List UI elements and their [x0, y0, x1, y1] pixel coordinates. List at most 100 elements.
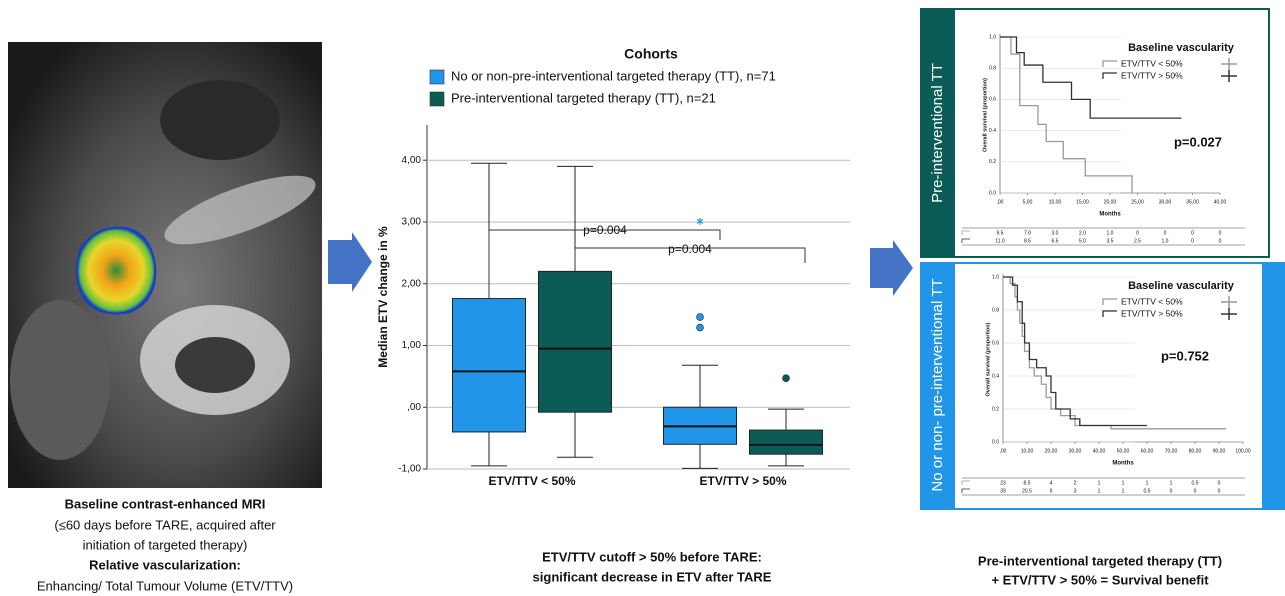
caption: + ETV/TTV > 50% = Survival benefit	[991, 572, 1209, 587]
x-tick-label: ,00	[997, 199, 1004, 205]
outlier	[697, 314, 704, 321]
risk-cell: 1.0	[1107, 230, 1114, 236]
y-tick-label: 0.4	[992, 373, 999, 379]
panel-label: Pre-interventional TT	[929, 63, 946, 203]
y-tick-label: 1.0	[992, 274, 999, 280]
caption: Enhancing/ Total Tumour Volume (ETV/TTV)	[37, 578, 293, 593]
x-tick-label: 15,00	[1076, 199, 1089, 205]
y-tick-label: 0.0	[989, 190, 996, 196]
caption: initiation of targeted therapy)	[83, 537, 248, 552]
risk-cell: 6.5	[1052, 238, 1059, 244]
legend-label: Pre-interventional targeted therapy (TT)…	[451, 90, 716, 105]
x-tick-label: 10,00	[1021, 448, 1034, 454]
x-tick-label: 30,00	[1159, 199, 1172, 205]
p-value: p=0.752	[1161, 348, 1209, 363]
legend-title: Cohorts	[624, 46, 678, 62]
risk-cell: 2	[1074, 480, 1077, 486]
extreme	[697, 218, 703, 225]
risk-cell: 3	[1074, 488, 1077, 494]
outlier	[697, 324, 704, 331]
caption: significant decrease in ETV after TARE	[533, 569, 772, 584]
x-axis-label: Months	[1112, 461, 1134, 467]
x-tick-label: 90,00	[1213, 448, 1226, 454]
x-tick-label: 5,00	[1023, 199, 1033, 205]
y-tick-label: 0.6	[989, 97, 996, 103]
x-axis-label: Months	[1099, 212, 1121, 218]
caption-left: Baseline contrast-enhanced MRI (≤60 days…	[37, 496, 293, 593]
risk-cell: 0.5	[1192, 480, 1199, 486]
caption: Relative vascularization:	[89, 557, 241, 572]
risk-cell: 0	[1219, 230, 1222, 236]
risk-cell: 0.5	[1144, 488, 1151, 494]
risk-cell: 2.5	[1134, 238, 1141, 244]
risk-cell: 1	[1170, 480, 1173, 486]
risk-cell: 0	[1191, 238, 1194, 244]
caption: Pre-interventional targeted therapy (TT)	[978, 553, 1222, 568]
y-tick-label: 1,00	[402, 340, 422, 351]
y-tick-label: 2,00	[402, 278, 422, 289]
risk-cell: 1.0	[1162, 238, 1169, 244]
risk-cell: 8.5	[1024, 480, 1031, 486]
legend-label: ETV/TTV < 50%	[1121, 296, 1183, 306]
caption-right: Pre-interventional targeted therapy (TT)…	[978, 553, 1222, 587]
caption: Baseline contrast-enhanced MRI	[65, 496, 266, 511]
risk-cell: 11.0	[995, 238, 1005, 244]
box	[453, 299, 526, 432]
legend-title: Baseline vascularity	[1128, 42, 1235, 54]
y-tick-label: 0.0	[992, 439, 999, 445]
risk-cell: 1	[1122, 480, 1125, 486]
x-tick-label: 35,00	[1186, 199, 1199, 205]
risk-cell: 4	[1050, 480, 1053, 486]
y-tick-label: 0.8	[989, 66, 996, 72]
figure: Baseline contrast-enhanced MRI (≤60 days…	[0, 0, 1285, 596]
y-tick-label: 4,00	[402, 155, 422, 166]
outlier	[783, 375, 790, 382]
risk-cell: 23	[1000, 480, 1006, 486]
risk-cell: 9.5	[997, 230, 1004, 236]
risk-cell: 20.5	[1022, 488, 1032, 494]
risk-cell: 1	[1098, 488, 1101, 494]
risk-cell: 3.5	[1107, 238, 1114, 244]
y-tick-label: 0.4	[989, 128, 996, 134]
risk-cell: 8.5	[1024, 238, 1031, 244]
y-axis-label: Overall survival (proportion)	[985, 322, 991, 396]
x-tick-label: 25,00	[1131, 199, 1144, 205]
risk-cell: 1	[1122, 488, 1125, 494]
legend-label: ETV/TTV > 50%	[1121, 308, 1183, 318]
risk-cell: 0	[1194, 488, 1197, 494]
p-value: p=0.004	[583, 223, 627, 237]
legend-swatch	[430, 70, 444, 84]
risk-cell: 3.0	[1052, 230, 1059, 236]
risk-cell: 0	[1218, 480, 1221, 486]
y-axis-label: Overall survival (proportion)	[982, 78, 988, 152]
x-tick-label: ,00	[1000, 448, 1007, 454]
risk-cell: 0	[1170, 488, 1173, 494]
risk-cell: 9	[1050, 488, 1053, 494]
box	[750, 430, 823, 454]
legend-title: Baseline vascularity	[1128, 280, 1235, 292]
caption: ETV/TTV cutoff > 50% before TARE:	[542, 549, 762, 564]
x-tick-label: 40,00	[1214, 199, 1227, 205]
x-tick-label: 50,00	[1117, 448, 1130, 454]
risk-cell: 0	[1164, 230, 1167, 236]
x-tick-label: 40,00	[1093, 448, 1106, 454]
y-tick-label: 0.2	[989, 159, 996, 165]
x-tick-label: 30,00	[1069, 448, 1082, 454]
y-tick-label: 0.6	[992, 340, 999, 346]
risk-cell: 5.0	[1079, 238, 1086, 244]
risk-cell: 0	[1219, 238, 1222, 244]
legend-label: ETV/TTV < 50%	[1121, 58, 1183, 68]
x-tick-label: 70,00	[1165, 448, 1178, 454]
y-tick-label: 0.8	[992, 307, 999, 313]
risk-cell: 7.0	[1024, 230, 1031, 236]
mri-image	[8, 42, 323, 488]
risk-cell: 1	[1098, 480, 1101, 486]
caption-middle: ETV/TTV cutoff > 50% before TARE: signif…	[533, 549, 772, 584]
x-tick-label: 10,00	[1049, 199, 1062, 205]
panel-bg	[955, 264, 1262, 508]
risk-cell: 39	[1000, 488, 1006, 494]
risk-cell: 1	[1146, 480, 1149, 486]
y-tick-label: -1,00	[398, 464, 421, 475]
caption: (≤60 days before TARE, acquired after	[54, 517, 276, 532]
x-tick-label: ETV/TTV < 50%	[488, 474, 575, 488]
